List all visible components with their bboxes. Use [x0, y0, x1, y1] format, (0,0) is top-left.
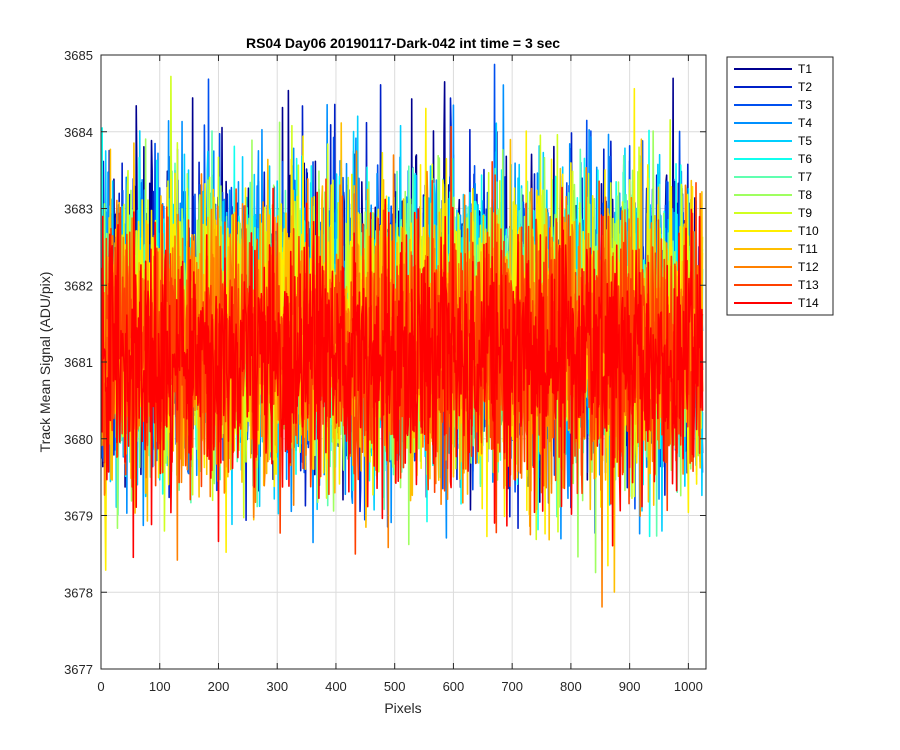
x-tick-label: 1000 — [674, 679, 703, 694]
legend-label-t14: T14 — [798, 296, 819, 310]
legend-label-t9: T9 — [798, 206, 812, 220]
x-axis-label: Pixels — [384, 700, 421, 716]
y-tick-label: 3683 — [64, 202, 93, 217]
legend-label-t2: T2 — [798, 80, 812, 94]
y-axis-label: Track Mean Signal (ADU/pix) — [37, 272, 53, 453]
legend-label-t1: T1 — [798, 62, 812, 76]
legend-label-t10: T10 — [798, 224, 819, 238]
y-tick-label: 3679 — [64, 509, 93, 524]
x-tick-label: 500 — [384, 679, 406, 694]
y-tick-label: 3678 — [64, 585, 93, 600]
y-tick-label: 3681 — [64, 355, 93, 370]
x-tick-label: 900 — [619, 679, 641, 694]
legend-label-t6: T6 — [798, 152, 812, 166]
axis-ticks: 0 100 200 300 400 500 600 700 800 900 1000 3677 3678… — [64, 48, 706, 694]
legend-box — [726, 56, 834, 316]
legend-label-t7: T7 — [798, 170, 812, 184]
x-tick-label: 300 — [266, 679, 288, 694]
series-group — [101, 63, 704, 608]
x-tick-label: 100 — [149, 679, 171, 694]
x-tick-label: 800 — [560, 679, 582, 694]
legend-label-t12: T12 — [798, 260, 819, 274]
y-tick-label: 3677 — [64, 662, 93, 677]
x-tick-label: 200 — [208, 679, 230, 694]
y-tick-label: 3680 — [64, 432, 93, 447]
y-tick-label: 3684 — [64, 125, 93, 140]
legend-label-t11: T11 — [798, 242, 818, 256]
x-tick-label: 400 — [325, 679, 347, 694]
series-line-t14 — [101, 186, 704, 559]
y-tick-label: 3682 — [64, 278, 93, 293]
legend-label-t13: T13 — [798, 278, 819, 292]
chart-title: RS04 Day06 20190117-Dark-042 int time = … — [246, 35, 560, 51]
x-tick-label: 700 — [501, 679, 523, 694]
legend-label-t4: T4 — [798, 116, 812, 130]
x-tick-label: 0 — [97, 679, 104, 694]
legend-label-t5: T5 — [798, 134, 812, 148]
legend: T1 T2 T3 T4 T5 T6 T7 T8 T9 T10 T11 T12 T13 T14 — [726, 56, 834, 316]
legend-label-t3: T3 — [798, 98, 812, 112]
legend-label-t8: T8 — [798, 188, 812, 202]
x-tick-label: 600 — [443, 679, 465, 694]
y-tick-label: 3685 — [64, 48, 93, 63]
